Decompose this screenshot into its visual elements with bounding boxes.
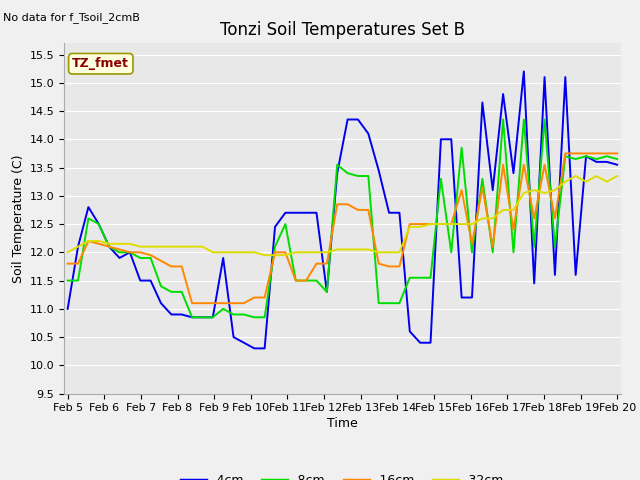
- Legend: -4cm, -8cm, -16cm, -32cm: -4cm, -8cm, -16cm, -32cm: [176, 469, 509, 480]
- Text: No data for f_Tsoil_2cmB: No data for f_Tsoil_2cmB: [3, 12, 140, 23]
- Title: Tonzi Soil Temperatures Set B: Tonzi Soil Temperatures Set B: [220, 21, 465, 39]
- Y-axis label: Soil Temperature (C): Soil Temperature (C): [12, 154, 26, 283]
- X-axis label: Time: Time: [327, 418, 358, 431]
- Text: TZ_fmet: TZ_fmet: [72, 57, 129, 70]
